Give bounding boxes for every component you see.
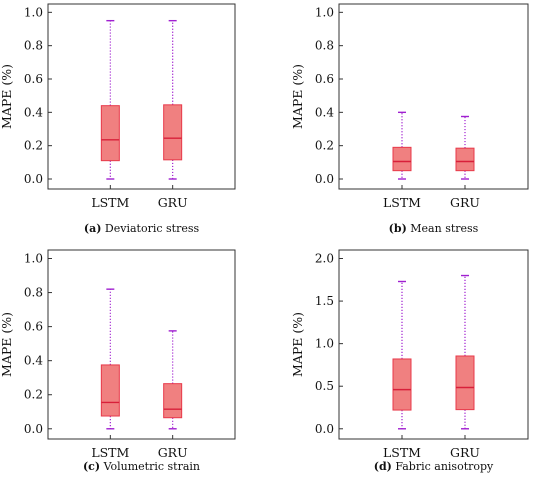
box-gru: GRU <box>158 330 188 460</box>
panel-caption: (a) Deviatoric stress <box>84 222 200 235</box>
y-tick-label: 0.0 <box>315 422 334 436</box>
y-axis-label: MAPE (%) <box>290 64 305 129</box>
y-tick-label: 1.5 <box>315 294 334 308</box>
y-axis-label: MAPE (%) <box>0 312 14 377</box>
y-tick-label: 0.2 <box>24 139 43 153</box>
y-tick-label: 0.6 <box>24 72 43 86</box>
y-tick-label: 0.0 <box>315 172 334 186</box>
y-tick-label: 0.4 <box>315 105 334 119</box>
y-tick-label: 0.8 <box>24 286 43 300</box>
y-tick-label: 1.0 <box>24 252 43 266</box>
iqr-box <box>163 104 183 161</box>
y-tick-label: 0.2 <box>24 388 43 402</box>
iqr-box <box>392 146 412 172</box>
y-tick-label: 1.0 <box>24 5 43 19</box>
caption-tag: (a) <box>84 222 102 235</box>
iqr-box <box>163 383 183 419</box>
caption-text: Deviatoric stress <box>105 222 200 235</box>
box-gru: GRU <box>158 19 188 210</box>
y-tick-label: 0.0 <box>24 422 43 436</box>
category-label: GRU <box>158 445 188 460</box>
y-tick-label: 2.0 <box>315 252 334 266</box>
caption-text: Volumetric strain <box>103 460 200 473</box>
caption-text: Mean stress <box>410 222 478 235</box>
y-tick-label: 0.2 <box>315 139 334 153</box>
plot-frame <box>47 3 236 190</box>
plot-frame <box>338 3 529 190</box>
y-tick-label: 0.4 <box>24 105 43 119</box>
chart-panel-2: 0.0 0.2 0.4 0.6 0.8 1.0 MAPE (%) LSTM GRU (b) Mea… <box>290 3 529 235</box>
y-tick-label: 1.0 <box>315 5 334 19</box>
y-tick-label: 0.5 <box>315 379 334 393</box>
box-lstm: LSTM <box>383 280 421 460</box>
y-tick-label: 0.6 <box>315 72 334 86</box>
y-tick-label: 0.0 <box>24 172 43 186</box>
iqr-box <box>100 364 120 417</box>
panel-caption: (d) Fabric anisotropy <box>374 460 494 473</box>
caption-tag: (b) <box>389 222 407 235</box>
box-gru: GRU <box>450 274 480 460</box>
y-tick-label: 0.6 <box>24 320 43 334</box>
y-axis-label: MAPE (%) <box>290 312 305 377</box>
caption-text: Fabric anisotropy <box>395 460 494 473</box>
chart-panel-1: 0.0 0.2 0.4 0.6 0.8 1.0 MAPE (%) LSTM GRU (a) Dev… <box>0 3 236 235</box>
plot-frame <box>47 249 236 440</box>
caption-tag: (c) <box>83 460 100 473</box>
y-tick-label: 0.8 <box>315 39 334 53</box>
category-label: LSTM <box>91 195 129 210</box>
iqr-box <box>100 105 120 162</box>
y-tick-label: 1.0 <box>315 337 334 351</box>
category-label: GRU <box>450 195 480 210</box>
box-lstm: LSTM <box>383 111 421 210</box>
panel-caption: (c) Volumetric strain <box>83 460 200 473</box>
box-lstm: LSTM <box>91 288 130 460</box>
box-gru: GRU <box>450 115 480 210</box>
y-tick-label: 0.4 <box>24 354 43 368</box>
plot-frame <box>338 249 529 440</box>
iqr-box <box>455 355 475 411</box>
category-label: GRU <box>158 195 188 210</box>
iqr-box <box>392 358 412 411</box>
y-tick-label: 0.8 <box>24 39 43 53</box>
y-axis-label: MAPE (%) <box>0 64 14 129</box>
category-label: GRU <box>450 445 480 460</box>
iqr-box <box>455 147 475 172</box>
caption-tag: (d) <box>374 460 392 473</box>
category-label: LSTM <box>91 445 129 460</box>
category-label: LSTM <box>383 195 421 210</box>
category-label: LSTM <box>383 445 421 460</box>
panel-caption: (b) Mean stress <box>389 222 479 235</box>
box-lstm: LSTM <box>91 19 130 210</box>
